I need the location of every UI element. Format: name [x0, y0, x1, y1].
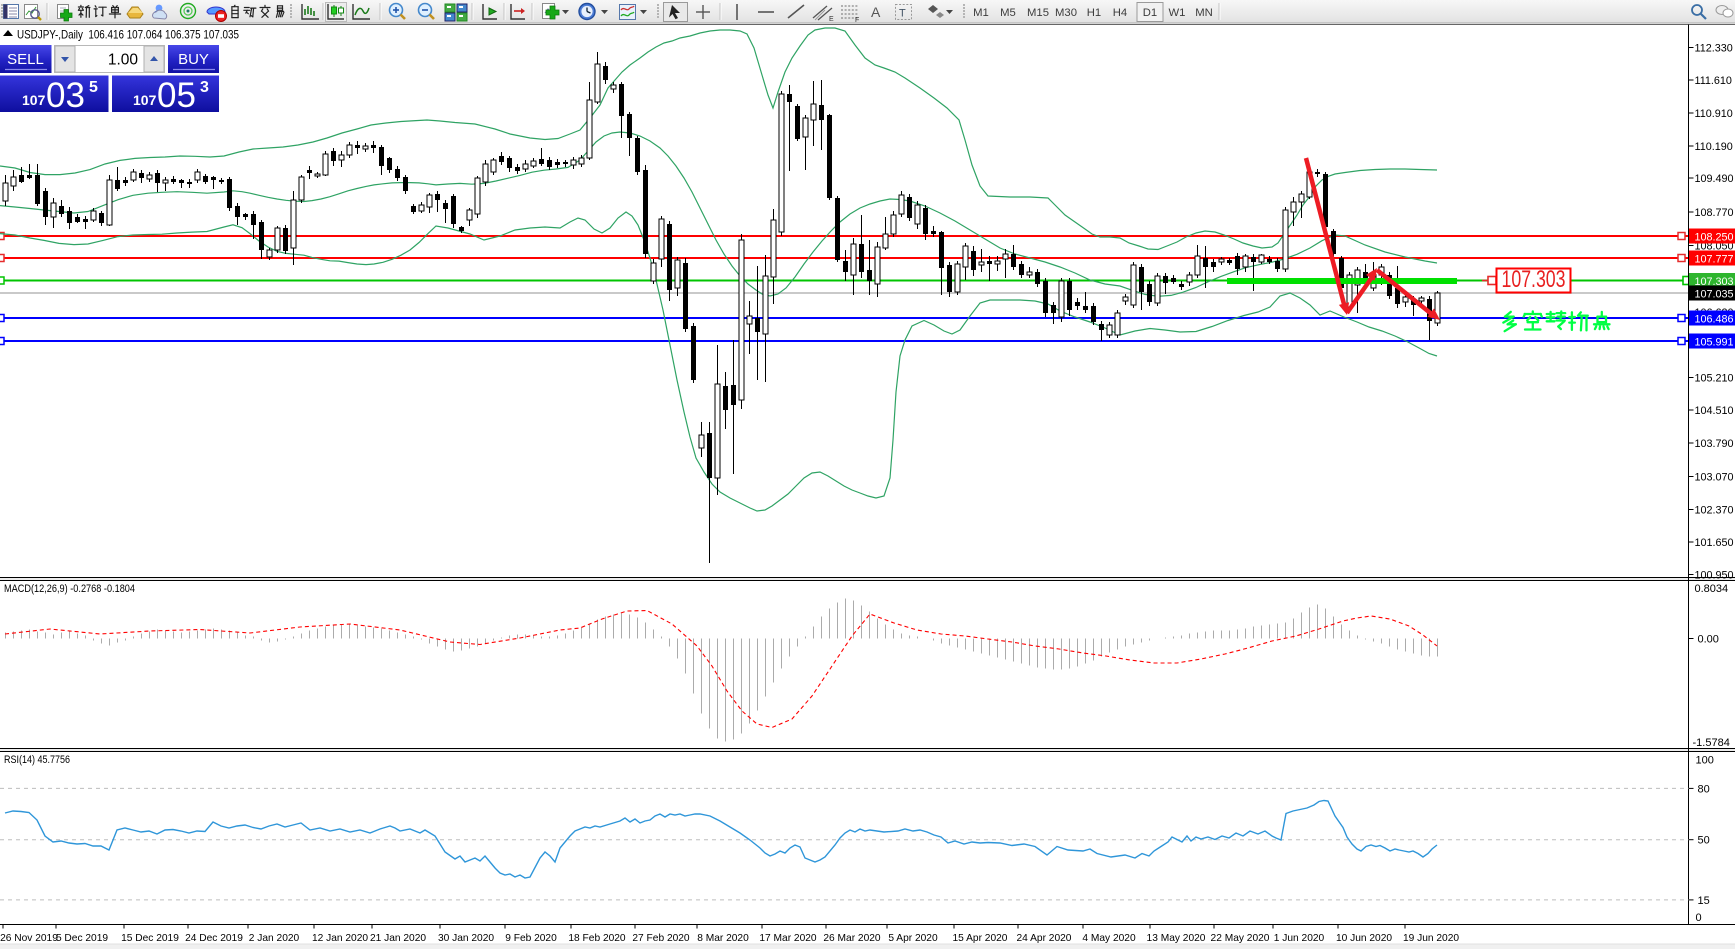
svg-text:111.610: 111.610: [1695, 75, 1732, 87]
svg-text:103.790: 103.790: [1695, 438, 1734, 450]
svg-text:100: 100: [1696, 755, 1714, 767]
svg-text:0.00: 0.00: [1698, 634, 1719, 646]
svg-text:100.950: 100.950: [1695, 570, 1734, 582]
svg-text:BUY: BUY: [178, 51, 209, 68]
svg-text:F: F: [855, 17, 859, 24]
svg-text:10 Jun 2020: 10 Jun 2020: [1336, 933, 1392, 944]
svg-text:110.190: 110.190: [1695, 141, 1733, 153]
svg-text:T: T: [899, 8, 906, 20]
svg-text:RSI(14) 45.7756: RSI(14) 45.7756: [4, 754, 70, 766]
svg-text:102.370: 102.370: [1695, 505, 1734, 517]
svg-text:D1: D1: [1143, 7, 1157, 19]
svg-text:MN: MN: [1195, 7, 1213, 19]
svg-text:107.035: 107.035: [1695, 289, 1734, 301]
svg-text:107: 107: [22, 92, 46, 108]
svg-text:108.770: 108.770: [1695, 207, 1734, 219]
svg-text:8 Mar 2020: 8 Mar 2020: [697, 933, 749, 944]
svg-text:-1.5784: -1.5784: [1693, 737, 1730, 749]
svg-text:105.210: 105.210: [1695, 373, 1734, 385]
svg-text:1 Jun 2020: 1 Jun 2020: [1274, 933, 1325, 944]
svg-text:105.991: 105.991: [1695, 337, 1734, 349]
svg-text:107.303: 107.303: [1695, 276, 1734, 288]
svg-text:H4: H4: [1113, 7, 1127, 19]
svg-text:104.510: 104.510: [1695, 405, 1734, 417]
svg-text:A: A: [871, 4, 881, 20]
svg-text:9 Feb 2020: 9 Feb 2020: [505, 933, 557, 944]
svg-text:24 Apr 2020: 24 Apr 2020: [1017, 933, 1072, 944]
svg-text:M5: M5: [1000, 7, 1016, 19]
svg-text:SELL: SELL: [7, 51, 44, 68]
svg-text:19 Jun 2020: 19 Jun 2020: [1403, 933, 1459, 944]
svg-text:80: 80: [1698, 783, 1710, 795]
svg-text:03: 03: [46, 76, 85, 115]
svg-text:M1: M1: [973, 7, 989, 19]
svg-text:17 Mar 2020: 17 Mar 2020: [759, 933, 817, 944]
svg-text:12 Jan 2020: 12 Jan 2020: [312, 933, 368, 944]
svg-text:107: 107: [133, 92, 157, 108]
svg-text:109.490: 109.490: [1695, 173, 1734, 185]
svg-text:5 Dec 2019: 5 Dec 2019: [56, 933, 108, 944]
svg-text:27 Feb 2020: 27 Feb 2020: [632, 933, 690, 944]
svg-text:101.650: 101.650: [1695, 537, 1734, 549]
svg-text:15 Dec 2019: 15 Dec 2019: [121, 933, 179, 944]
svg-text:H1: H1: [1087, 7, 1101, 19]
svg-text:103.070: 103.070: [1695, 472, 1734, 484]
svg-text:2 Jan 2020: 2 Jan 2020: [249, 933, 300, 944]
svg-text:22 May 2020: 22 May 2020: [1211, 933, 1270, 944]
svg-text:5 Apr 2020: 5 Apr 2020: [888, 933, 938, 944]
svg-text:1.00: 1.00: [108, 52, 139, 69]
svg-text:E: E: [829, 16, 834, 23]
svg-text:M30: M30: [1055, 7, 1077, 19]
svg-text:5: 5: [89, 79, 98, 96]
svg-text:15: 15: [1698, 895, 1710, 907]
svg-text:24 Dec 2019: 24 Dec 2019: [185, 933, 243, 944]
svg-text:W1: W1: [1169, 7, 1186, 19]
svg-text:0: 0: [1696, 912, 1702, 924]
svg-text:107.777: 107.777: [1695, 254, 1734, 266]
svg-text:USDJPY-,Daily 106.416 107.064: USDJPY-,Daily 106.416 107.064 106.375 10…: [17, 28, 239, 42]
svg-text:110.910: 110.910: [1695, 108, 1733, 120]
svg-text:21 Jan 2020: 21 Jan 2020: [370, 933, 426, 944]
svg-text:112.330: 112.330: [1695, 42, 1733, 54]
svg-text:05: 05: [157, 76, 196, 115]
svg-text:3: 3: [200, 79, 209, 96]
svg-text:26 Mar 2020: 26 Mar 2020: [823, 933, 881, 944]
svg-text:107.303: 107.303: [1502, 266, 1566, 293]
svg-text:13 May 2020: 13 May 2020: [1147, 933, 1206, 944]
svg-text:M15: M15: [1027, 7, 1049, 19]
svg-text:106.486: 106.486: [1695, 314, 1734, 326]
svg-text:15 Apr 2020: 15 Apr 2020: [953, 933, 1008, 944]
svg-text:26 Nov 2019: 26 Nov 2019: [0, 933, 58, 944]
svg-text:30 Jan 2020: 30 Jan 2020: [438, 933, 494, 944]
svg-text:108.250: 108.250: [1695, 232, 1734, 244]
svg-text:0.8034: 0.8034: [1695, 583, 1729, 595]
svg-text:4 May 2020: 4 May 2020: [1082, 933, 1136, 944]
svg-text:MACD(12,26,9) -0.2768 -0.1804: MACD(12,26,9) -0.2768 -0.1804: [4, 583, 135, 595]
svg-text:50: 50: [1698, 835, 1710, 847]
svg-text:18 Feb 2020: 18 Feb 2020: [568, 933, 626, 944]
